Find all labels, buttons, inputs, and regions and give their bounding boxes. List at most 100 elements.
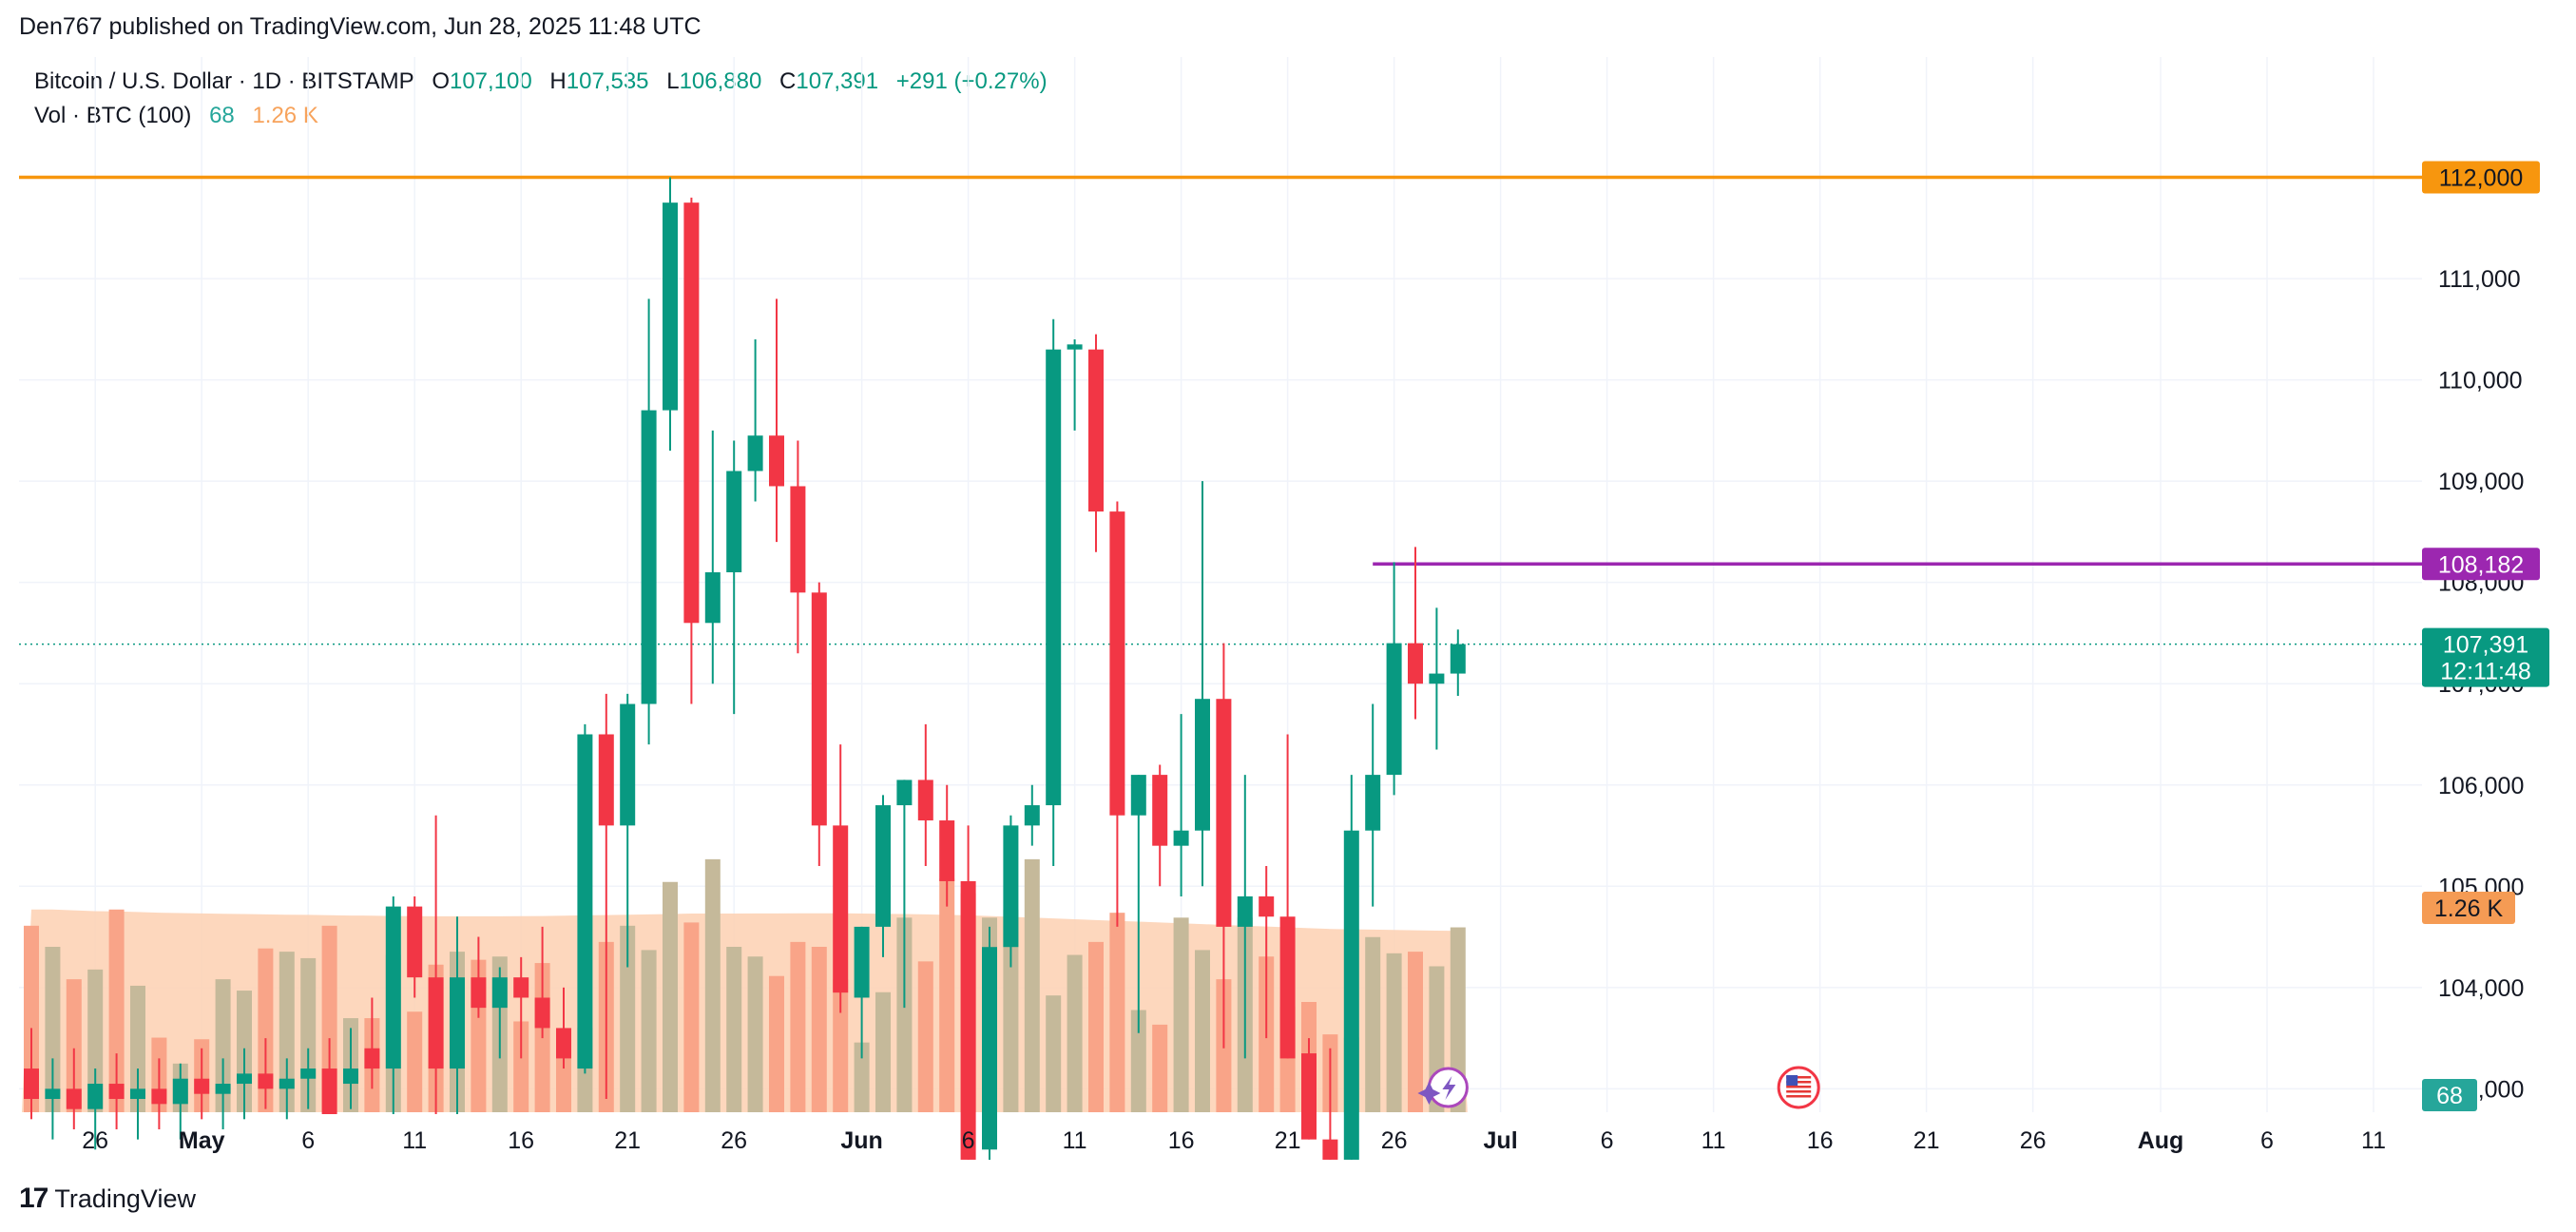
candle-body xyxy=(45,1088,61,1100)
time-tick-label: 11 xyxy=(1063,1127,1087,1154)
flag-stripe xyxy=(1786,1095,1812,1098)
candle-body xyxy=(1173,830,1189,846)
candle-body xyxy=(875,805,891,927)
volume-bar xyxy=(66,979,82,1112)
candle-body xyxy=(577,734,593,1069)
volume-bar xyxy=(1365,936,1381,1112)
candle-body xyxy=(598,734,614,826)
time-tick-label: 11 xyxy=(1701,1127,1726,1154)
volume-legend-row: Vol · BTC (100) 68 1.26 K xyxy=(34,99,1048,133)
volume-bar xyxy=(321,925,337,1112)
candle-body xyxy=(428,977,444,1069)
volume-bar xyxy=(130,985,145,1112)
candle-body xyxy=(960,880,976,1160)
volume-bar xyxy=(1195,950,1210,1112)
level-price-tag-text: 108,182 xyxy=(2438,551,2524,578)
volume-bar xyxy=(747,956,763,1112)
volume-bar xyxy=(1408,952,1423,1112)
candle-body xyxy=(1322,1139,1338,1160)
candle-body xyxy=(854,926,870,998)
candle-body xyxy=(407,906,423,978)
flag-stripe xyxy=(1786,1090,1812,1093)
brand-name: TradingView xyxy=(54,1184,196,1213)
candle-body xyxy=(1088,349,1104,512)
volume-bar xyxy=(1109,913,1125,1112)
candle-body xyxy=(24,1068,39,1100)
candle-body xyxy=(939,820,955,881)
candle-body xyxy=(491,977,508,1009)
volume-bar xyxy=(407,1011,423,1112)
time-tick-label: 26 xyxy=(2020,1127,2047,1154)
candle-body xyxy=(1279,916,1296,1059)
high-value: 107,535 xyxy=(566,68,649,94)
candle-body xyxy=(1386,643,1402,776)
volume-bar xyxy=(1152,1024,1168,1112)
volume-bar xyxy=(811,947,827,1112)
time-tick-label: 26 xyxy=(82,1127,108,1154)
candle-body xyxy=(194,1078,210,1094)
symbol-title[interactable]: Bitcoin / U.S. Dollar · 1D · BITSTAMP xyxy=(34,68,414,94)
bolt-shape xyxy=(1442,1076,1456,1100)
price-tick-label: 111,000 xyxy=(2438,266,2521,293)
us-flag-event-icon[interactable] xyxy=(1777,1066,1820,1109)
volume-bar xyxy=(726,947,742,1112)
candle-body xyxy=(1216,699,1232,927)
candle-body xyxy=(66,1088,82,1109)
volume-bar xyxy=(1024,858,1040,1112)
volume-bar xyxy=(24,925,39,1112)
volume-bar xyxy=(854,1042,870,1112)
volume-bar xyxy=(833,979,849,1112)
volume-ma-tag-bg xyxy=(2422,892,2515,925)
candle-body xyxy=(172,1078,188,1105)
last-price-tag-text: 107,391 xyxy=(2443,632,2528,659)
time-tick-label: 6 xyxy=(2260,1127,2274,1154)
candle-body xyxy=(1450,644,1466,674)
candle-body xyxy=(747,435,763,472)
price-tick-label: 109,000 xyxy=(2438,469,2524,495)
volume-bar xyxy=(1046,995,1062,1112)
level-price-tag: 108,182 xyxy=(2422,548,2540,581)
candle-body xyxy=(1408,643,1423,684)
candle-body xyxy=(982,947,997,1150)
time-tick-label: 6 xyxy=(301,1127,315,1154)
candle-body xyxy=(300,1068,317,1079)
volume-tag: 68 xyxy=(2422,1079,2477,1111)
candle-body xyxy=(917,780,933,821)
time-axis[interactable]: 26 May 6 11 16 21 26 Jun 6 11 16 21 26 Jul 6 11 16 21 26 Au… xyxy=(82,1127,2386,1154)
change-value: +291 (+0.27%) xyxy=(895,68,1048,94)
candle-body xyxy=(1301,1053,1317,1140)
ai-insight-icon[interactable] xyxy=(1417,1067,1469,1108)
candle-body xyxy=(130,1088,145,1100)
volume-indicator-title[interactable]: Vol · BTC (100) xyxy=(34,103,192,128)
price-tick-label: 106,000 xyxy=(2438,773,2524,799)
candle-body xyxy=(1152,775,1168,846)
candle-body xyxy=(321,1068,337,1114)
sparkle-shape xyxy=(1417,1082,1441,1105)
volume-bar xyxy=(215,979,231,1112)
candle-body xyxy=(385,906,401,1069)
candle-body xyxy=(704,572,721,624)
candle-body xyxy=(258,1073,274,1089)
resistance-price-tag-bg xyxy=(2422,161,2540,194)
price-tick-label: 110,000 xyxy=(2438,368,2523,395)
volume-bar xyxy=(683,922,700,1112)
candle-body xyxy=(641,410,657,704)
price-tick-label: 104,000 xyxy=(2438,975,2524,1002)
footer-brand[interactable]: 17 TradingView xyxy=(19,1183,196,1215)
volume-layer xyxy=(22,858,1468,1112)
volume-bar xyxy=(1173,917,1189,1112)
volume-bar xyxy=(45,947,61,1112)
flag-stripe xyxy=(1786,1076,1812,1079)
volume-ma-tag-text: 1.26 K xyxy=(2434,895,2504,922)
volume-tag-bg xyxy=(2422,1079,2477,1111)
candle-body xyxy=(833,825,849,993)
close-value: 107,391 xyxy=(796,68,879,94)
candle-body xyxy=(513,977,529,998)
time-tick-label: 16 xyxy=(1168,1127,1195,1154)
candle-body xyxy=(620,703,636,826)
event-icons[interactable] xyxy=(1417,1066,1820,1109)
candle-body xyxy=(1130,775,1146,816)
